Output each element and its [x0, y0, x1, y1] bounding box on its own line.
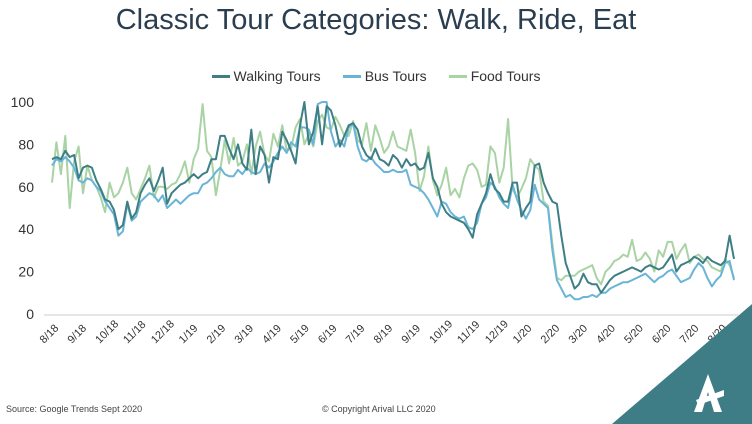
- chart-title: Classic Tour Categories: Walk, Ride, Eat: [115, 4, 637, 36]
- x-tick-label: 1/19: [177, 322, 201, 346]
- x-tick-label: 11/18: [121, 319, 148, 346]
- y-tick-label: 0: [26, 306, 34, 322]
- legend-label-bus: Bus Tours: [364, 68, 427, 84]
- y-tick-label: 60: [18, 179, 34, 195]
- brand-corner-logo: [612, 304, 752, 424]
- legend-label-food: Food Tours: [470, 68, 541, 84]
- x-tick-label: 7/19: [344, 322, 368, 346]
- x-tick-label: 11/19: [455, 319, 482, 346]
- y-tick-label: 40: [18, 221, 34, 237]
- arival-logo-bar: [696, 390, 724, 405]
- x-tick-label: 3/19: [232, 322, 256, 346]
- y-tick-label: 20: [18, 264, 34, 280]
- x-tick-label: 6/19: [316, 322, 340, 346]
- legend-swatch-food: [448, 74, 467, 78]
- x-tick-label: 2/19: [205, 322, 229, 346]
- legend-swatch-bus: [342, 74, 361, 78]
- legend-swatch-walking: [211, 74, 230, 78]
- x-tick-label: 8/18: [38, 322, 62, 346]
- x-tick-label: 9/19: [399, 322, 423, 346]
- x-tick-label: 4/19: [260, 322, 284, 346]
- legend-item-bus: Bus Tours: [342, 68, 427, 84]
- series-line-bus-tours: [51, 101, 735, 301]
- y-tick-label: 80: [18, 136, 34, 152]
- source-note: Source: Google Trends Sept 2020: [6, 404, 143, 414]
- x-tick-label: 9/18: [65, 322, 89, 346]
- x-tick-label: 12/19: [483, 318, 511, 346]
- x-tick-label: 10/19: [427, 318, 455, 346]
- x-tick-label: 8/19: [372, 322, 396, 346]
- x-tick-label: 5/19: [288, 322, 312, 346]
- x-tick-label: 2/20: [539, 322, 563, 346]
- x-tick-label: 1/20: [511, 322, 535, 346]
- y-tick-label: 100: [11, 94, 35, 110]
- legend-item-walking: Walking Tours: [211, 68, 321, 84]
- copyright-note: © Copyright Arival LLC 2020: [322, 404, 436, 414]
- x-tick-label: 10/18: [93, 318, 121, 346]
- legend-item-food: Food Tours: [448, 68, 541, 84]
- series-line-food-tours: [51, 103, 735, 286]
- x-tick-label: 12/18: [149, 318, 177, 346]
- corner-triangle: [612, 304, 752, 424]
- legend-label-walking: Walking Tours: [233, 68, 321, 84]
- series-line-walking-tours: [51, 101, 735, 294]
- chart-legend: Walking Tours Bus Tours Food Tours: [0, 68, 752, 84]
- x-tick-label: 3/20: [566, 322, 590, 346]
